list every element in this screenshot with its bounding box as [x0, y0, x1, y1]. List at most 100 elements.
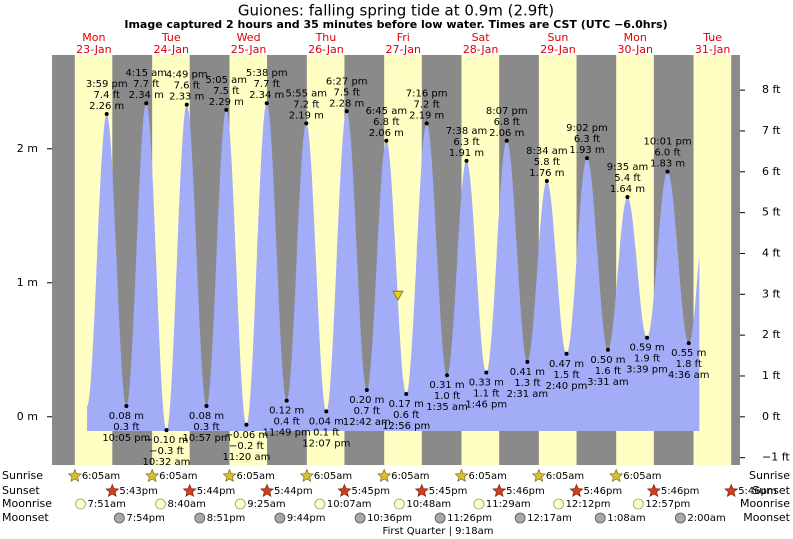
event-time: 5:46pm — [584, 486, 623, 497]
event-time: 6:05am — [236, 471, 274, 482]
event-icon — [75, 498, 86, 510]
event-time: 7:51am — [88, 499, 126, 510]
event-icon — [314, 498, 326, 510]
event-icon — [414, 483, 429, 498]
event-icon — [260, 483, 275, 498]
extreme-label: 5.4 ft — [614, 173, 640, 184]
event-icon — [194, 512, 206, 524]
extreme-label: 2.06 m — [489, 128, 524, 139]
day-date: 31-Jan — [695, 43, 731, 56]
extreme-point — [344, 109, 349, 114]
event-time: 5:43pm — [119, 486, 158, 497]
event-time: 8:40am — [168, 499, 206, 510]
day-date: 24-Jan — [153, 43, 189, 56]
extreme-label: 8:07 pm — [486, 106, 528, 117]
extreme-label: 1:46 pm — [465, 400, 507, 411]
y2-tick-label: 2 ft — [762, 328, 781, 341]
extreme-point — [264, 101, 269, 106]
extreme-label: 3:39 pm — [626, 365, 668, 376]
y2-tick-label: −1 ft — [762, 451, 790, 464]
event-time: 8:51pm — [207, 513, 246, 524]
y-tick-label: 1 m — [17, 276, 38, 289]
extreme-label: 1.3 ft — [514, 378, 540, 389]
event-time: 5:46pm — [506, 486, 545, 497]
extreme-point — [564, 351, 569, 356]
extreme-label: 4:15 am — [125, 68, 167, 79]
extreme-label: 2.19 m — [409, 110, 444, 121]
event-time: 12:12pm — [566, 499, 611, 510]
extreme-label: 7.4 ft — [94, 90, 120, 101]
extreme-point — [224, 107, 229, 112]
extreme-label: 10:57 pm — [182, 433, 230, 444]
extreme-label: 1.91 m — [449, 148, 484, 159]
extreme-label: 4:36 am — [668, 370, 710, 381]
y2-tick-label: 4 ft — [762, 246, 781, 259]
extreme-label: 1.64 m — [610, 184, 645, 195]
extreme-label: 6.0 ft — [654, 148, 680, 159]
day-name: Mon — [624, 31, 647, 44]
event-icon — [67, 468, 82, 483]
event-icon — [182, 483, 197, 498]
event-time: 7:54pm — [126, 513, 165, 524]
extreme-label: 6:27 pm — [326, 76, 368, 87]
extreme-label: 0.41 m — [510, 367, 545, 378]
event-time: 12:17am — [527, 513, 572, 524]
extreme-label: 7.6 ft — [174, 81, 200, 92]
event-icon — [553, 498, 564, 510]
extreme-point — [544, 178, 549, 183]
event-time: 5:46pm — [661, 486, 700, 497]
extreme-label: 6.8 ft — [494, 117, 520, 128]
extreme-label: 0.6 ft — [393, 410, 419, 421]
day-date: 23-Jan — [76, 43, 112, 56]
event-time: 9:25am — [247, 499, 285, 510]
extreme-label: −0.2 ft — [229, 441, 264, 452]
extreme-point — [364, 387, 369, 392]
event-time: 1:08am — [607, 513, 645, 524]
y-tick-label: 0 m — [17, 410, 38, 423]
event-icon — [234, 498, 246, 510]
extreme-label: 12:42 am — [343, 417, 391, 428]
event-icon — [674, 512, 686, 524]
extreme-label: 8:34 am — [526, 146, 568, 157]
extreme-label: 0.12 m — [269, 406, 304, 417]
event-icon — [492, 483, 507, 498]
extreme-label: 0.08 m — [109, 411, 144, 422]
chart-subtitle: Image captured 2 hours and 35 minutes be… — [124, 18, 667, 31]
extreme-label: 5:05 am — [206, 75, 248, 86]
extreme-label: 0.33 m — [469, 378, 504, 389]
day-name: Mon — [82, 31, 105, 44]
y-tick-label: 2 m — [17, 142, 38, 155]
extreme-point — [184, 102, 189, 107]
event-time: 11:29am — [486, 499, 531, 510]
extreme-label: 7.7 ft — [254, 79, 280, 90]
event-icon — [222, 468, 237, 483]
extreme-label: 0.59 m — [629, 343, 664, 354]
event-icon — [569, 483, 584, 498]
extreme-label: 2.34 m — [129, 90, 164, 101]
extreme-label: −0.06 m — [225, 430, 269, 441]
event-time: 5:44pm — [197, 486, 236, 497]
extreme-point — [104, 111, 109, 116]
extreme-label: 9:02 pm — [566, 123, 608, 134]
event-icon — [724, 483, 739, 498]
extreme-label: 2.19 m — [289, 110, 324, 121]
day-date: 26-Jan — [308, 43, 344, 56]
day-date: 25-Jan — [231, 43, 267, 56]
event-icon — [514, 512, 526, 524]
extreme-label: 2.33 m — [169, 92, 204, 103]
row-label-left: Sunset — [2, 484, 40, 497]
day-name: Wed — [237, 31, 261, 44]
extreme-point — [645, 335, 650, 340]
extreme-label: 1.8 ft — [676, 359, 702, 370]
row-label-right: Moonrise — [740, 497, 790, 510]
extreme-point — [304, 121, 309, 126]
day-name: Tue — [161, 31, 181, 44]
event-time: 5:46pm — [738, 486, 777, 497]
event-icon — [434, 512, 446, 524]
extreme-label: 5.8 ft — [534, 157, 560, 168]
extreme-label: 2:31 am — [507, 389, 549, 400]
event-icon — [377, 468, 392, 483]
extreme-label: 7:16 pm — [406, 88, 448, 99]
extreme-point — [164, 428, 169, 433]
